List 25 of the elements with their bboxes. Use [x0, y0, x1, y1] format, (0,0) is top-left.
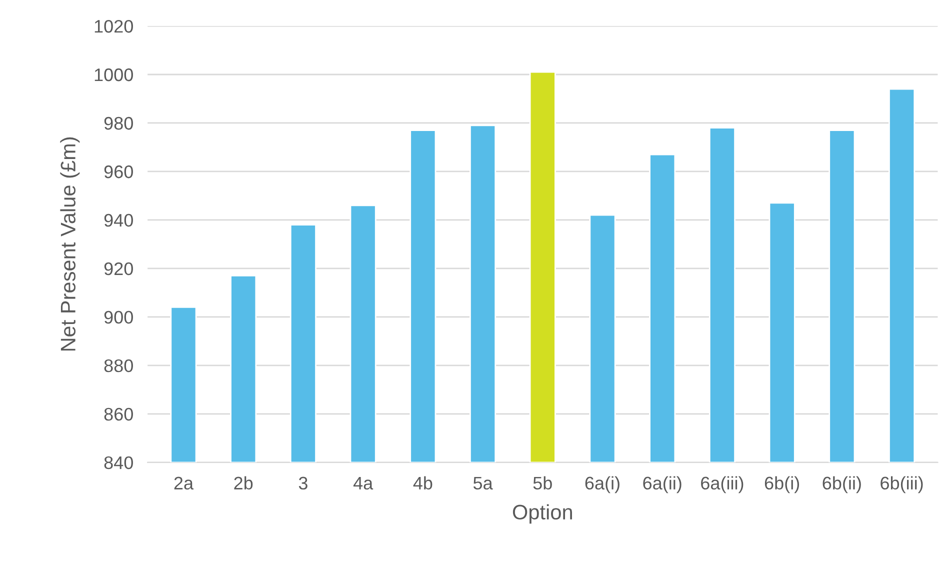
y-tick-label: 860 — [104, 408, 133, 421]
y-tick-label: 960 — [104, 165, 133, 178]
x-tick-label: 6a(ii) — [643, 476, 682, 494]
y-tick-label: 840 — [104, 456, 133, 470]
x-tick-label: 6a(i) — [585, 476, 620, 494]
y-tick-label: 980 — [104, 116, 133, 130]
x-tick-label: 3 — [298, 476, 308, 490]
y-tick-label: 1000 — [94, 68, 133, 82]
x-tick-label: 2b — [234, 476, 253, 490]
x-tick-label: 6b(ii) — [822, 476, 861, 494]
x-tick-label: 4b — [413, 476, 432, 490]
y-tick-label: 920 — [104, 262, 133, 276]
x-tick-label: 2a — [174, 476, 194, 490]
y-tick-label: 1020 — [94, 20, 133, 33]
y-tick-label: 900 — [104, 310, 133, 324]
y-axis-title: Net Present Value (£m) — [60, 137, 80, 351]
x-axis-title: Option — [512, 504, 572, 524]
y-tick-label: 940 — [104, 214, 133, 227]
y-tick-label: 880 — [104, 359, 133, 372]
x-tick-label: 6a(iii) — [701, 476, 744, 494]
x-tick-label: 5a — [473, 476, 493, 490]
x-tick-label: 5b — [533, 476, 552, 490]
x-tick-label: 6b(iii) — [880, 476, 923, 494]
x-tick-label: 4a — [353, 476, 374, 490]
x-tick-label: 6b(i) — [764, 476, 800, 494]
